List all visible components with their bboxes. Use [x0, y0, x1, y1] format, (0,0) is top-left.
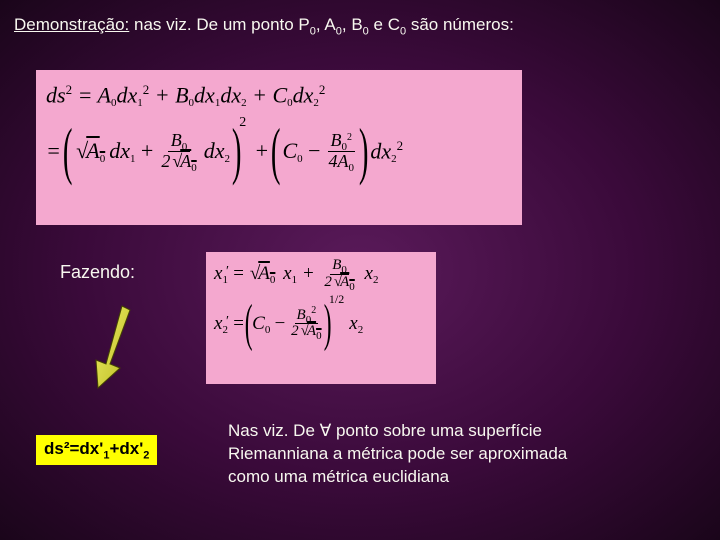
concl-3: como uma métrica euclidiana — [228, 467, 449, 486]
frac-b0sq-2sqrta0: B02 2A0 — [289, 308, 323, 341]
x2-rhs: x2 — [360, 263, 379, 285]
equation-line-1: ds2 = A0dx12 + B0dx1dx2 + C0dx22 — [46, 82, 512, 108]
half-power: 1/2 — [329, 292, 344, 307]
heading-prefix: Demonstração: — [14, 15, 129, 34]
frac-b0sq-4a0: B02 4A0 — [326, 131, 358, 172]
right-paren-3: ) — [323, 301, 331, 348]
plus-1: + — [139, 138, 154, 164]
concl-1b: ponto sobre uma superfície — [331, 421, 542, 440]
equation-box-substitution: x1′ = A0 x1 + B0 2A0 x2 x2′ = ( C0 − B02… — [206, 252, 436, 384]
x1-rhs: x1 + — [278, 263, 319, 285]
plus-2: + — [254, 138, 269, 164]
c0: C0 — [282, 138, 302, 164]
arrow-icon — [90, 302, 140, 392]
eq2-eq1: = — [232, 263, 245, 285]
dx1: dx1 — [109, 138, 135, 164]
heading-tail: são números: — [406, 15, 514, 34]
forall-symbol: ∀ — [320, 421, 332, 440]
left-paren-3: ( — [245, 301, 253, 348]
c0-b: C0 — [252, 313, 270, 335]
equation-box-main: ds2 = A0dx12 + B0dx1dx2 + C0dx22 = ( A0 … — [36, 70, 522, 225]
eq2-line-2: x2′ = ( C0 − B02 2A0 ) 1/2 x2 — [214, 301, 428, 348]
dx2-a: dx2 — [204, 138, 230, 164]
eq2-line-1: x1′ = A0 x1 + B0 2A0 x2 — [214, 258, 428, 291]
minus-1: − — [307, 138, 322, 164]
concl-2: Riemanniana a métrica pode ser aproximad… — [228, 444, 567, 463]
sqrt-a0: A0 — [74, 138, 105, 164]
eq2-eq2: = — [232, 313, 245, 335]
right-paren-2: ) — [359, 122, 369, 180]
heading-mid1: , A — [316, 15, 336, 34]
minus-2: − — [273, 313, 286, 335]
demonstration-heading: Demonstração: nas viz. De um ponto P0, A… — [14, 15, 514, 37]
heading-mid2: , B — [342, 15, 363, 34]
x2-rhs-b: x2 — [349, 313, 363, 335]
x2prime: x2′ — [214, 313, 229, 335]
left-paren-1: ( — [63, 122, 73, 180]
conclusion-text: Nas viz. De ∀ ponto sobre uma superfície… — [228, 420, 698, 489]
concl-1a: Nas viz. De — [228, 421, 320, 440]
heading-rest: nas viz. De um ponto P — [129, 15, 309, 34]
eq-sign: = — [46, 138, 61, 164]
left-paren-2: ( — [271, 122, 281, 180]
outer-square-1: 2 — [239, 115, 246, 131]
dx2sq: dx22 — [370, 138, 403, 164]
fazendo-label: Fazendo: — [60, 262, 135, 283]
x1prime: x1′ — [214, 263, 229, 285]
frac-b0-2sqrta0: B0 2A0 — [158, 131, 199, 172]
frac-b0-2sqrta0-b: B0 2A0 — [322, 258, 356, 291]
heading-mid3: e C — [369, 15, 400, 34]
equation-line-2: = ( A0 dx1 + B0 2A0 dx2 ) 2 + ( C0 − B02… — [46, 122, 512, 180]
result-highlight: ds²=dx'1+dx'2 — [36, 435, 157, 465]
sqrt-a0-b: A0 — [248, 263, 276, 285]
